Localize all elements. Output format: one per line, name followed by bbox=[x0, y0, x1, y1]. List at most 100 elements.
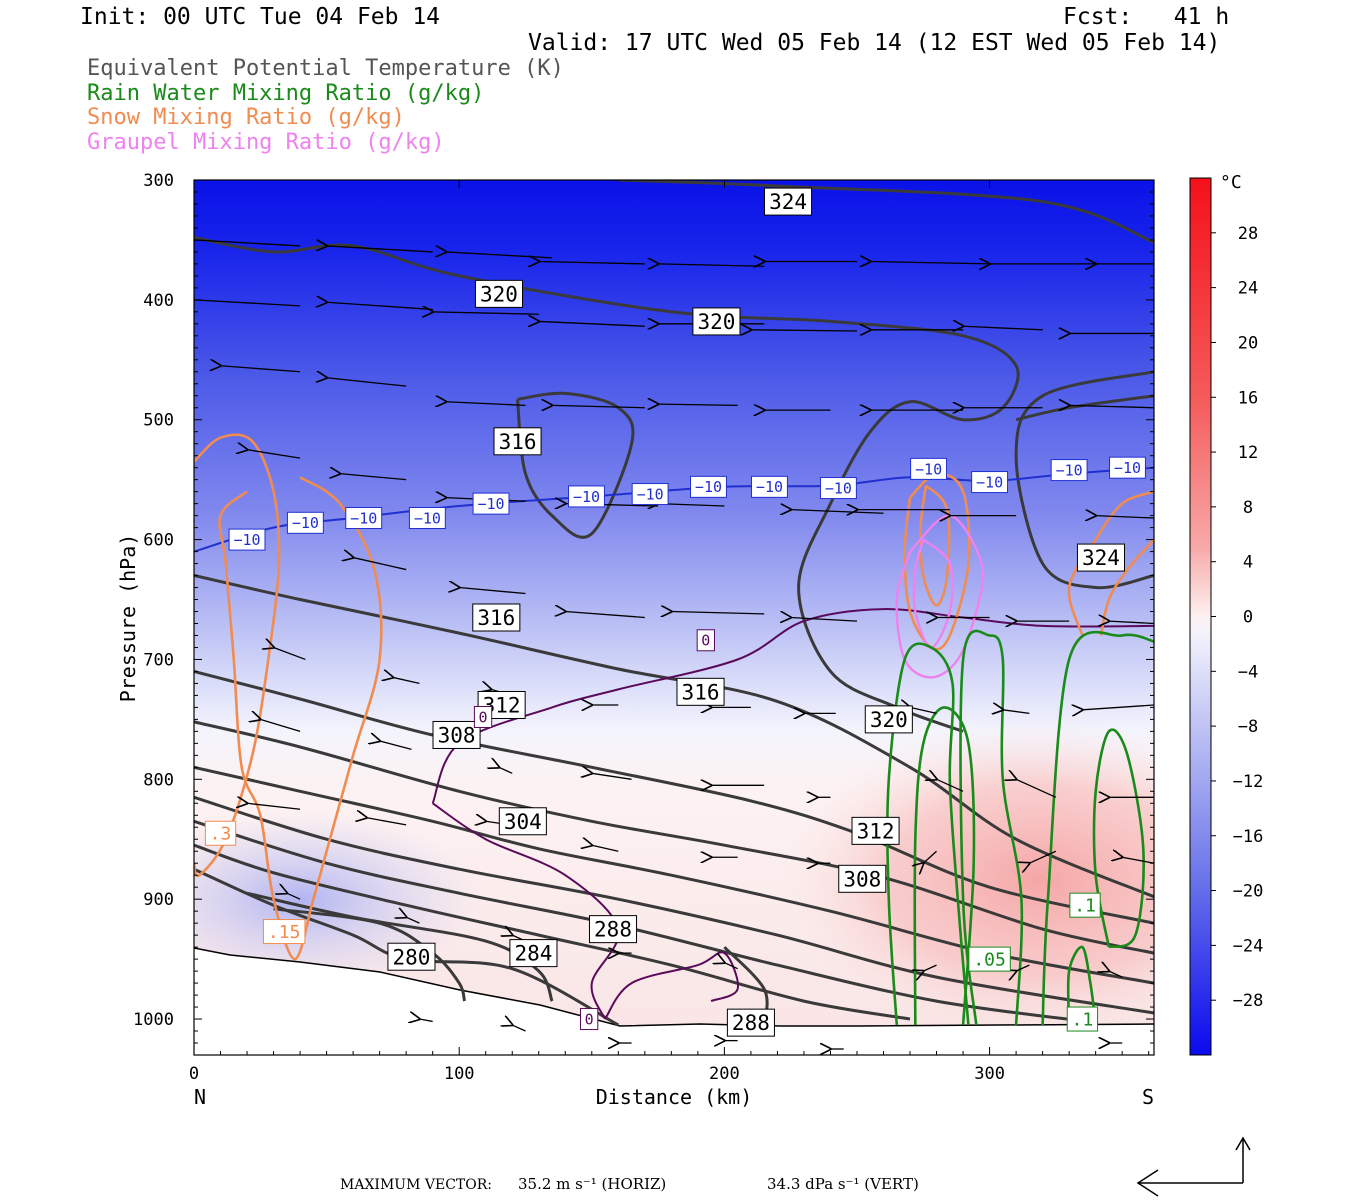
snow-label-text: .3 bbox=[210, 824, 232, 845]
wind-vector bbox=[1096, 516, 1154, 518]
isotherm-0 bbox=[432, 802, 620, 1020]
wind-vector bbox=[592, 773, 632, 780]
theta-e-label-288-text: 288 bbox=[732, 1011, 770, 1035]
isotherm-label-0-box bbox=[696, 629, 715, 652]
theta-e-label-320-box bbox=[692, 307, 741, 336]
legend-item: Graupel Mixing Ratio (g/kg) bbox=[87, 129, 445, 155]
wind-vector bbox=[923, 850, 937, 863]
snow-label-box bbox=[262, 919, 306, 945]
rain-label-box bbox=[1069, 892, 1101, 918]
wind-vector bbox=[512, 1025, 526, 1032]
colorbar-tick-label: 0 bbox=[1243, 608, 1253, 628]
forecast-hour: Fcst: 41 h bbox=[1063, 4, 1230, 30]
y-tick-label: 800 bbox=[143, 770, 174, 790]
wind-vector bbox=[1069, 405, 1154, 407]
theta-e-label-284-text: 284 bbox=[514, 942, 552, 966]
wind-vector bbox=[274, 647, 306, 661]
isotherm-label--10-box bbox=[631, 483, 669, 506]
isotherm-label--10: −10 bbox=[631, 483, 669, 506]
snow-label: .15 bbox=[262, 919, 306, 945]
wind-vector bbox=[1016, 964, 1030, 971]
theta-e-contour-324 bbox=[618, 180, 1154, 244]
wind-vector bbox=[923, 964, 937, 971]
rain-contour bbox=[886, 642, 970, 1026]
isotherm-label--10-box bbox=[690, 475, 727, 498]
wind-vector bbox=[366, 818, 407, 826]
colorbar-tick-label: 24 bbox=[1238, 279, 1258, 299]
colorbar-tick-label: 12 bbox=[1238, 443, 1258, 463]
isotherm-label--10: −10 bbox=[971, 471, 1009, 494]
theta-e-label-308-text: 308 bbox=[438, 724, 476, 748]
wind-vector bbox=[658, 504, 725, 506]
isotherm-label--10: −10 bbox=[345, 507, 383, 530]
theta-e-label-288-box bbox=[726, 1008, 775, 1037]
wind-vector bbox=[1029, 850, 1057, 863]
isotherm-label--10: −10 bbox=[690, 475, 727, 498]
theta-e-label-280-text: 280 bbox=[392, 945, 430, 969]
theta-e-label-284: 284 bbox=[509, 939, 558, 968]
theta-e-label-312-text: 312 bbox=[857, 819, 895, 843]
wind-vector bbox=[1016, 779, 1057, 798]
wind-vector bbox=[910, 707, 937, 715]
wind-vector bbox=[1003, 710, 1030, 714]
y-tick-label: 1000 bbox=[133, 1010, 174, 1030]
theta-e-label-320-box bbox=[864, 705, 913, 734]
theta-e-label-320-text: 320 bbox=[480, 282, 518, 306]
isotherm-label--10-box bbox=[408, 507, 446, 530]
valid-time: Valid: 17 UTC Wed 05 Feb 14 (12 EST Wed … bbox=[528, 30, 1221, 56]
theta-e-label-324-box bbox=[1076, 543, 1125, 572]
isotherm-label--10-text: −10 bbox=[756, 478, 783, 496]
isotherm-label--10-box bbox=[345, 507, 383, 530]
colorbar-tick-label: −28 bbox=[1233, 991, 1264, 1011]
theta-e-label-316-box bbox=[493, 427, 542, 456]
isotherm-label--10: −10 bbox=[286, 511, 324, 534]
wind-vector bbox=[499, 767, 513, 774]
rain-label-text: .1 bbox=[1074, 896, 1096, 917]
isotherm-label--10-text: −10 bbox=[414, 509, 441, 527]
theta-e-contour-312 bbox=[194, 669, 1154, 925]
wind-vector bbox=[194, 300, 301, 307]
wind-vector bbox=[327, 378, 407, 387]
isotherm-label--10-text: −10 bbox=[233, 531, 260, 549]
theta-e-label-288: 288 bbox=[588, 915, 638, 944]
theta-e-label-304-text: 304 bbox=[504, 810, 542, 834]
north-label: N bbox=[194, 1085, 206, 1109]
isotherm-label-0-text: 0 bbox=[585, 1010, 594, 1028]
isotherm-label--10-text: −10 bbox=[477, 495, 504, 513]
wind-vector bbox=[791, 618, 858, 622]
wind-vector bbox=[565, 612, 645, 619]
theta-e-label-324-text: 324 bbox=[769, 190, 807, 214]
wind-vector bbox=[459, 588, 526, 595]
wind-vector bbox=[1109, 971, 1123, 978]
isotherm-label--10-text: −10 bbox=[915, 460, 942, 478]
isotherm-label-0-text: 0 bbox=[479, 708, 488, 726]
wind-vector bbox=[671, 612, 765, 614]
colorbar-tick-label: −12 bbox=[1233, 772, 1264, 792]
wind-vector bbox=[419, 1019, 433, 1021]
max-vector-label: MAXIMUM VECTOR: bbox=[340, 1177, 492, 1193]
theta-e-label-288-text: 288 bbox=[594, 918, 632, 942]
isotherm-label--10-box bbox=[1109, 456, 1146, 479]
isotherm-label--10: −10 bbox=[472, 492, 510, 515]
colorbar-tick-label: 4 bbox=[1243, 553, 1253, 573]
theta-e-label-308-box bbox=[838, 864, 887, 893]
theta-e-contour-288 bbox=[194, 867, 620, 1027]
isotherm-label-0-box bbox=[473, 705, 493, 728]
colorbar-tick-label: −20 bbox=[1233, 882, 1264, 902]
isotherm-label--10: −10 bbox=[408, 507, 446, 530]
wind-vector bbox=[260, 719, 301, 732]
snow-contour bbox=[218, 476, 383, 961]
max-vector-horiz: 35.2 m s⁻¹ (HORIZ) bbox=[518, 1175, 667, 1193]
theta-e-label-316: 316 bbox=[493, 427, 542, 456]
colorbar-tick-label: 28 bbox=[1238, 224, 1258, 244]
theta-e-label-316: 316 bbox=[676, 677, 725, 706]
theta-e-label-308-text: 308 bbox=[843, 867, 881, 891]
theta-e-label-288-box bbox=[588, 915, 638, 944]
isotherm-label--10-text: −10 bbox=[292, 514, 319, 532]
isotherm-label--10: −10 bbox=[228, 528, 266, 551]
theta-e-contour-300 bbox=[194, 795, 1154, 1015]
theta-e-label-316-box bbox=[676, 677, 725, 706]
wind-vector bbox=[393, 677, 420, 685]
init-time: Init: 00 UTC Tue 04 Feb 14 bbox=[80, 4, 441, 30]
isotherm-label--10-text: −10 bbox=[1056, 461, 1083, 479]
